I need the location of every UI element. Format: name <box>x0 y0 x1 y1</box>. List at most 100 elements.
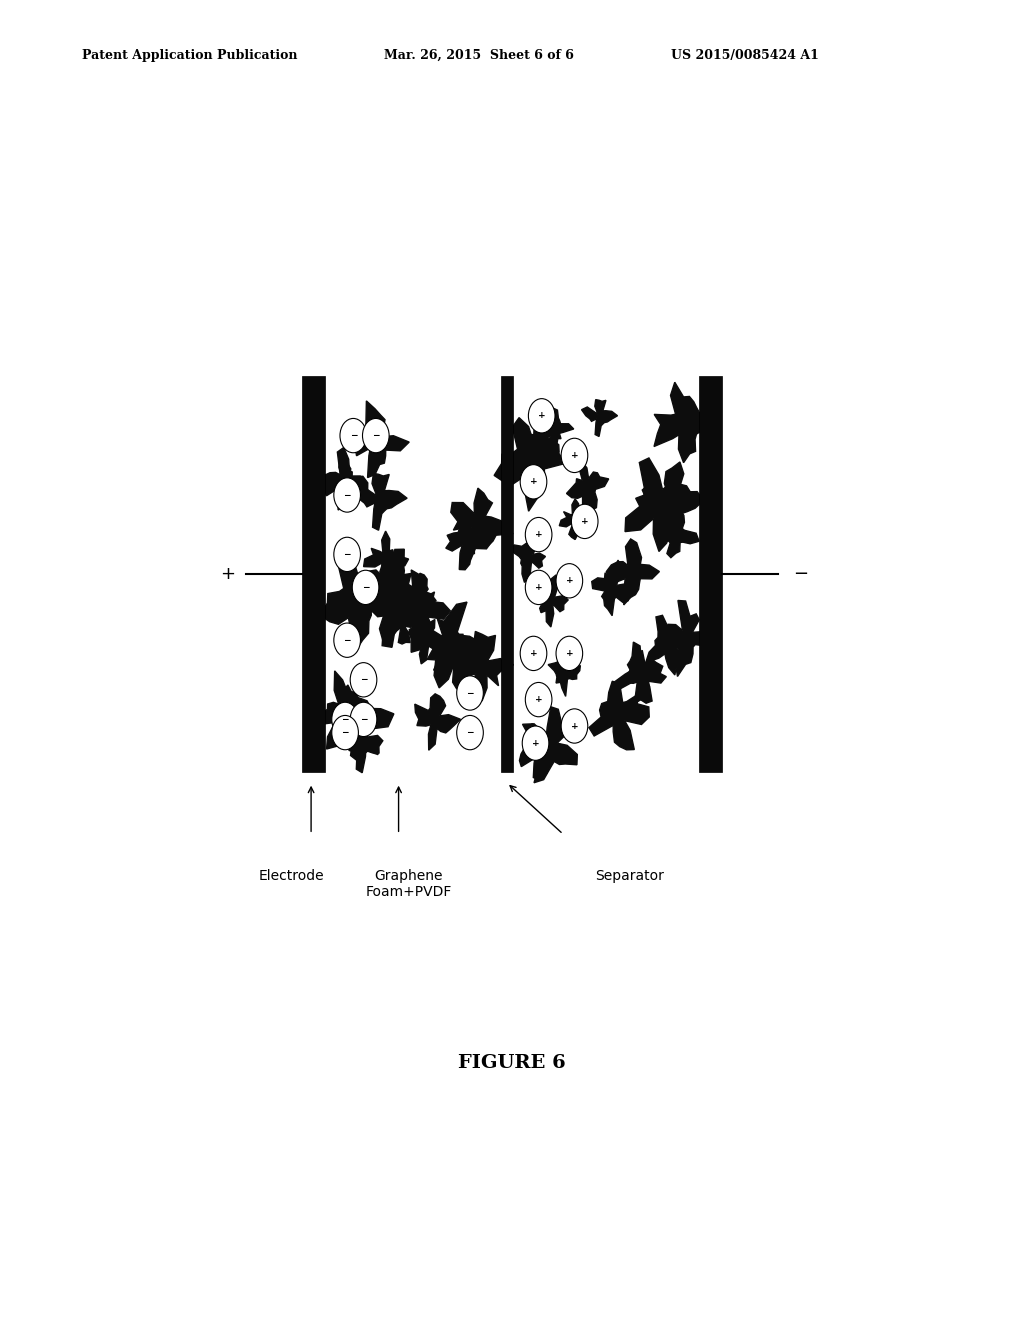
Text: Mar. 26, 2015  Sheet 6 of 6: Mar. 26, 2015 Sheet 6 of 6 <box>384 49 573 62</box>
Text: +: + <box>531 739 540 747</box>
Circle shape <box>362 418 389 453</box>
Polygon shape <box>582 400 617 437</box>
Text: +: + <box>220 565 234 583</box>
Polygon shape <box>509 533 546 582</box>
Text: −: − <box>349 432 357 440</box>
Polygon shape <box>327 685 394 760</box>
Polygon shape <box>625 458 692 552</box>
Circle shape <box>520 636 547 671</box>
Polygon shape <box>606 539 659 605</box>
Text: +: + <box>535 696 543 704</box>
Text: +: + <box>570 451 579 459</box>
Text: +: + <box>581 517 589 525</box>
Polygon shape <box>319 556 392 652</box>
Text: −: − <box>359 676 368 684</box>
Polygon shape <box>656 510 699 557</box>
Circle shape <box>556 564 583 598</box>
Polygon shape <box>522 706 578 783</box>
Polygon shape <box>415 694 461 750</box>
Circle shape <box>522 726 549 760</box>
Polygon shape <box>642 462 703 544</box>
Polygon shape <box>548 651 581 697</box>
Text: +: + <box>529 649 538 657</box>
Text: −: − <box>341 715 349 723</box>
Circle shape <box>457 715 483 750</box>
Polygon shape <box>445 635 482 686</box>
Text: US 2015/0085424 A1: US 2015/0085424 A1 <box>671 49 818 62</box>
Circle shape <box>350 702 377 737</box>
Circle shape <box>525 517 552 552</box>
Circle shape <box>528 399 555 433</box>
Text: +: + <box>529 478 538 486</box>
Polygon shape <box>409 602 482 688</box>
Text: +: + <box>535 531 543 539</box>
Text: −: − <box>372 432 380 440</box>
Text: +: + <box>570 722 579 730</box>
Circle shape <box>457 676 483 710</box>
Polygon shape <box>409 619 449 664</box>
Circle shape <box>334 478 360 512</box>
Polygon shape <box>566 461 608 510</box>
Text: Electrode: Electrode <box>259 869 325 883</box>
Polygon shape <box>455 631 513 708</box>
Polygon shape <box>348 401 410 478</box>
Circle shape <box>334 623 360 657</box>
Polygon shape <box>611 642 663 704</box>
Polygon shape <box>406 573 436 619</box>
Polygon shape <box>328 458 360 508</box>
Polygon shape <box>532 576 568 627</box>
Polygon shape <box>646 615 692 675</box>
Circle shape <box>352 570 379 605</box>
Bar <box>325 376 501 772</box>
Circle shape <box>525 570 552 605</box>
Polygon shape <box>451 488 513 564</box>
Circle shape <box>561 438 588 473</box>
Polygon shape <box>626 651 667 702</box>
Text: −: − <box>359 715 368 723</box>
Polygon shape <box>539 407 573 453</box>
Text: −: − <box>794 565 808 583</box>
Text: Patent Application Publication: Patent Application Publication <box>82 49 297 62</box>
Polygon shape <box>665 601 718 676</box>
Polygon shape <box>389 570 451 652</box>
Text: −: − <box>466 729 474 737</box>
Circle shape <box>332 715 358 750</box>
Circle shape <box>340 418 367 453</box>
Text: −: − <box>361 583 370 591</box>
Text: FIGURE 6: FIGURE 6 <box>458 1053 566 1072</box>
Text: +: + <box>565 649 573 657</box>
Bar <box>513 376 699 772</box>
Circle shape <box>332 702 358 737</box>
Text: Separator: Separator <box>595 869 665 883</box>
Polygon shape <box>364 531 409 579</box>
Text: −: − <box>341 729 349 737</box>
Polygon shape <box>654 383 720 463</box>
Circle shape <box>350 663 377 697</box>
Polygon shape <box>519 723 562 780</box>
Polygon shape <box>351 474 408 531</box>
Polygon shape <box>315 671 372 741</box>
Text: −: − <box>466 689 474 697</box>
Text: +: + <box>535 583 543 591</box>
Text: Graphene
Foam+PVDF: Graphene Foam+PVDF <box>366 869 452 899</box>
Text: +: + <box>565 577 573 585</box>
Text: −: − <box>343 491 351 499</box>
Circle shape <box>525 682 552 717</box>
Text: −: − <box>343 550 351 558</box>
Polygon shape <box>362 549 432 645</box>
Bar <box>501 376 513 772</box>
Polygon shape <box>360 553 431 647</box>
Polygon shape <box>324 447 368 511</box>
Polygon shape <box>559 499 592 540</box>
Polygon shape <box>445 510 492 570</box>
Circle shape <box>571 504 598 539</box>
Polygon shape <box>589 681 649 750</box>
Text: +: + <box>538 412 546 420</box>
Circle shape <box>561 709 588 743</box>
Polygon shape <box>592 560 629 615</box>
Polygon shape <box>495 417 565 511</box>
Polygon shape <box>433 630 478 689</box>
Bar <box>699 376 722 772</box>
Circle shape <box>334 537 360 572</box>
Circle shape <box>556 636 583 671</box>
